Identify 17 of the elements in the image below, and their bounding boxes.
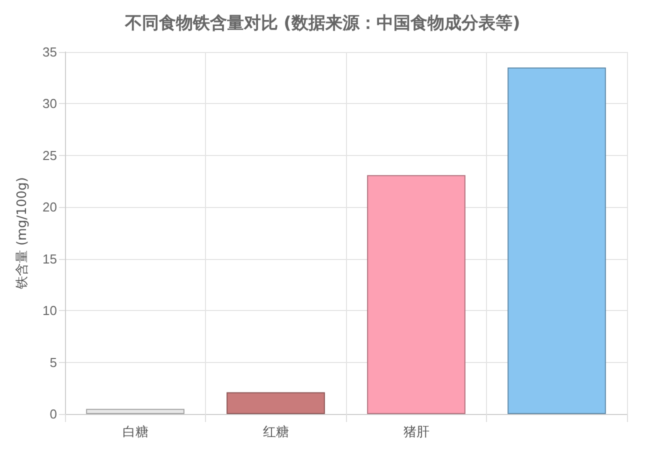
y-tick-label: 15: [42, 251, 57, 266]
y-tick-label: 30: [42, 96, 57, 112]
x-tick-label: 红糖: [262, 425, 289, 440]
y-tick-label: 0: [50, 406, 57, 422]
y-tick-label: 35: [42, 44, 57, 60]
chart-title: 不同食物铁含量对比 (数据来源：中国食物成分表等): [124, 14, 520, 34]
bar: [508, 68, 606, 414]
bar: [86, 408, 184, 414]
y-tick-label: 10: [42, 303, 57, 318]
bar: [367, 175, 466, 414]
x-tick-label: 白糖: [122, 425, 148, 440]
x-tick-label: 猪肝: [403, 425, 430, 440]
y-axis-title: 铁含量 (mg/100g): [15, 177, 30, 290]
y-tick-label: 5: [50, 354, 57, 370]
y-tick-label: 20: [42, 200, 57, 215]
bar: [226, 392, 325, 414]
y-tick-label: 25: [42, 148, 57, 163]
